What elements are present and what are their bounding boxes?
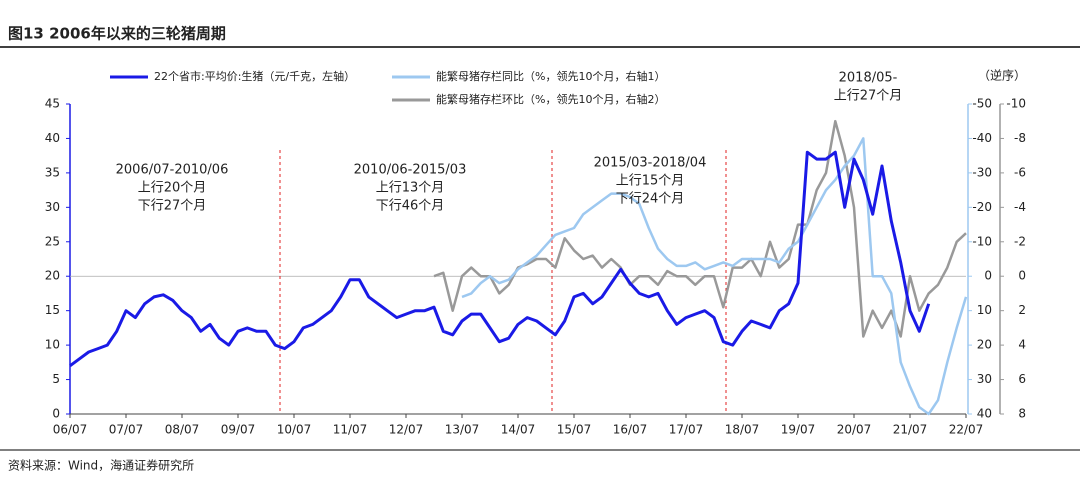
x-tick-label: 12/07 [389,423,424,437]
series-line [69,150,931,368]
y-tick-label: 5 [52,372,60,386]
axis-note: （逆序） [978,68,1026,83]
x-tick-label: 17/07 [669,423,704,437]
annotation: 上行20个月 [138,181,207,196]
x-tick-label: 16/07 [613,423,648,437]
y3-tick-label: 8 [1018,407,1026,421]
x-tick-label: 22/07 [949,423,984,437]
y2-tick-label: 40 [977,407,992,421]
annotation: 上行13个月 [376,181,445,196]
annotation: 上行27个月 [834,89,903,104]
x-tick-label: 06/07 [53,423,88,437]
series-line [433,119,967,338]
y2-tick-label: -10 [972,234,992,248]
y-tick-label: 40 [45,131,60,145]
x-tick-label: 19/07 [781,423,816,437]
y-tick-label: 30 [45,200,60,214]
y-tick-label: 25 [45,234,60,248]
y2-tick-label: 0 [984,269,992,283]
y3-tick-label: -8 [1014,131,1026,145]
annotation: 下行24个月 [616,192,685,207]
source-note: 资料来源：Wind，海通证券研究所 [8,458,194,473]
y3-tick-label: 2 [1018,303,1026,317]
x-tick-label: 11/07 [333,423,368,437]
y3-tick-label: 4 [1018,338,1026,352]
y2-tick-label: 20 [977,338,992,352]
y2-tick-label: 10 [977,303,992,317]
legend-label: 能繁母猪存栏环比（%，领先10个月，右轴2） [436,92,665,106]
annotation: 2018/05- [839,71,898,86]
annotation: 下行27个月 [138,199,207,214]
x-tick-label: 09/07 [221,423,256,437]
y2-tick-label: -50 [972,97,992,111]
y3-tick-label: 0 [1018,269,1026,283]
annotation: 2006/07-2010/06 [116,163,229,178]
y2-tick-label: 30 [977,372,992,386]
y-tick-label: 20 [45,269,60,283]
y3-tick-label: -10 [1006,97,1026,111]
x-tick-label: 08/07 [165,423,200,437]
x-tick-label: 10/07 [277,423,312,437]
y3-tick-label: -6 [1014,165,1026,179]
annotation: 2010/06-2015/03 [354,163,467,178]
x-tick-label: 13/07 [445,423,480,437]
legend-label: 能繁母猪存栏同比（%，领先10个月，右轴1） [436,69,665,83]
annotation: 上行15个月 [616,174,685,189]
chart-title: 图13 2006年以来的三轮猪周期 [8,25,226,43]
y-tick-label: 45 [45,97,60,111]
y-tick-label: 15 [45,303,60,317]
annotation: 下行46个月 [376,199,445,214]
y-tick-label: 35 [45,165,60,179]
series-line [461,137,968,416]
legend-label: 22个省市:平均价:生猪（元/千克，左轴） [154,69,355,83]
x-tick-label: 15/07 [557,423,592,437]
y2-tick-label: -30 [972,165,992,179]
y3-tick-label: -2 [1014,234,1026,248]
x-tick-label: 07/07 [109,423,144,437]
x-tick-label: 14/07 [501,423,536,437]
y3-tick-label: 6 [1018,372,1026,386]
y-tick-label: 0 [52,407,60,421]
y2-tick-label: -20 [972,200,992,214]
x-tick-label: 20/07 [837,423,872,437]
annotation: 2015/03-2018/04 [594,156,707,171]
x-tick-label: 21/07 [893,423,928,437]
y-tick-label: 10 [45,338,60,352]
y3-tick-label: -4 [1014,200,1026,214]
y2-tick-label: -40 [972,131,992,145]
x-tick-label: 18/07 [725,423,760,437]
